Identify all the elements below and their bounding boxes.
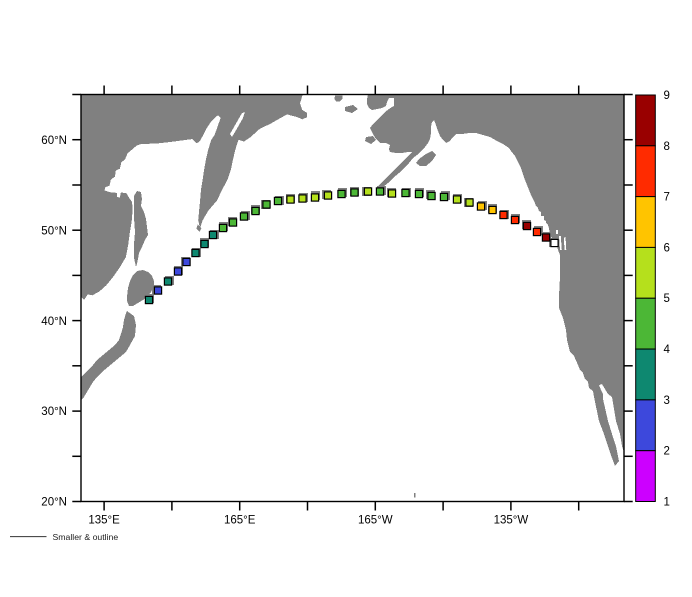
- svg-text:Smaller & outline: Smaller & outline: [53, 532, 119, 542]
- svg-text:5: 5: [664, 293, 670, 305]
- svg-text:50°N: 50°N: [41, 225, 67, 237]
- svg-text:165°E: 165°E: [224, 515, 256, 527]
- svg-text:3: 3: [664, 395, 670, 407]
- svg-text:1: 1: [664, 497, 670, 509]
- svg-text:30°N: 30°N: [41, 406, 67, 418]
- svg-text:135°W: 135°W: [494, 515, 529, 527]
- svg-text:4: 4: [664, 344, 671, 356]
- svg-text:9: 9: [664, 90, 670, 102]
- svg-text:60°N: 60°N: [41, 135, 67, 147]
- svg-text:165°W: 165°W: [358, 515, 393, 527]
- svg-text:20°N: 20°N: [41, 497, 67, 509]
- svg-text:135°E: 135°E: [88, 515, 120, 527]
- svg-text:40°N: 40°N: [41, 316, 67, 328]
- svg-text:8: 8: [664, 141, 670, 153]
- svg-text:7: 7: [664, 192, 670, 204]
- svg-text:6: 6: [664, 242, 670, 254]
- svg-text:2: 2: [664, 446, 670, 458]
